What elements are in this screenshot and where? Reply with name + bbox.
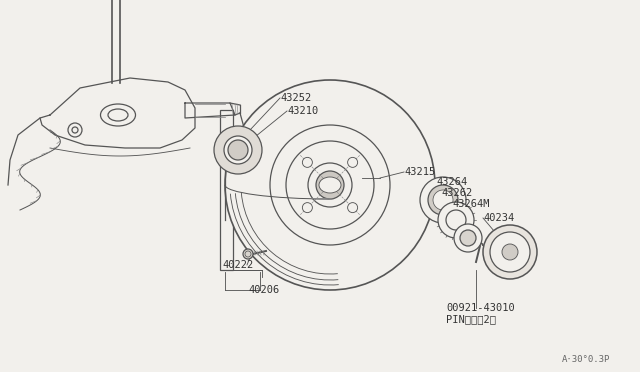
- Bar: [220, 110, 233, 270]
- Circle shape: [225, 80, 435, 290]
- Text: 40206: 40206: [248, 285, 279, 295]
- Circle shape: [270, 125, 390, 245]
- Text: 43262: 43262: [441, 188, 472, 198]
- Circle shape: [428, 185, 458, 215]
- Circle shape: [446, 210, 466, 230]
- Circle shape: [420, 177, 466, 223]
- Text: 40234: 40234: [483, 213, 515, 223]
- Circle shape: [286, 141, 374, 229]
- Circle shape: [433, 190, 453, 210]
- Circle shape: [214, 126, 262, 174]
- Circle shape: [348, 157, 358, 167]
- Circle shape: [483, 225, 537, 279]
- Text: 43264M: 43264M: [452, 199, 490, 209]
- Circle shape: [228, 140, 248, 160]
- Circle shape: [438, 202, 474, 238]
- Circle shape: [348, 203, 358, 213]
- Ellipse shape: [319, 177, 341, 193]
- Text: 43252: 43252: [280, 93, 311, 103]
- Circle shape: [502, 244, 518, 260]
- Circle shape: [243, 249, 253, 259]
- Circle shape: [308, 163, 352, 207]
- Circle shape: [454, 224, 482, 252]
- Text: A·30°0.3P: A·30°0.3P: [562, 356, 611, 365]
- Circle shape: [224, 136, 252, 164]
- Circle shape: [302, 157, 312, 167]
- Circle shape: [490, 232, 530, 272]
- Text: 43210: 43210: [287, 106, 318, 116]
- Circle shape: [316, 171, 344, 199]
- Text: PINピン（2）: PINピン（2）: [446, 314, 496, 324]
- Text: 43215: 43215: [404, 167, 435, 177]
- Text: 00921-43010: 00921-43010: [446, 303, 515, 313]
- Circle shape: [302, 203, 312, 213]
- Text: 40222: 40222: [222, 260, 253, 270]
- Circle shape: [460, 230, 476, 246]
- Text: 43264: 43264: [436, 177, 467, 187]
